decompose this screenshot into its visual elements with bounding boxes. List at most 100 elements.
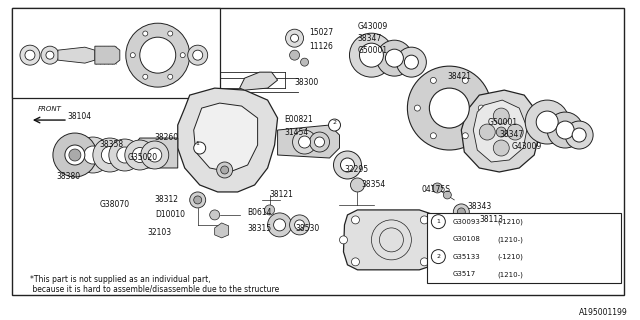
Text: 38260: 38260: [155, 133, 179, 142]
Circle shape: [125, 140, 155, 170]
Polygon shape: [178, 88, 278, 192]
Circle shape: [65, 145, 85, 165]
Polygon shape: [58, 47, 95, 63]
Text: 38380: 38380: [56, 172, 80, 181]
Circle shape: [217, 162, 233, 178]
Circle shape: [408, 66, 492, 150]
Circle shape: [140, 37, 176, 73]
Circle shape: [168, 31, 173, 36]
Polygon shape: [214, 223, 228, 238]
Text: G43009: G43009: [358, 22, 388, 31]
Circle shape: [117, 147, 133, 163]
Circle shape: [453, 204, 469, 220]
Circle shape: [376, 40, 412, 76]
Text: G35133: G35133: [452, 254, 480, 260]
Bar: [12, 8, 624, 295]
Text: G38070: G38070: [100, 200, 130, 209]
Circle shape: [328, 119, 340, 131]
Circle shape: [291, 34, 298, 42]
Text: (1210-): (1210-): [497, 236, 523, 243]
Circle shape: [385, 49, 403, 67]
Circle shape: [46, 51, 54, 59]
Circle shape: [458, 208, 465, 216]
Text: 38358: 38358: [100, 140, 124, 149]
Text: *This part is not supplied as an individual part,: *This part is not supplied as an individ…: [30, 275, 211, 284]
Circle shape: [285, 29, 303, 47]
Circle shape: [126, 23, 189, 87]
Circle shape: [496, 127, 506, 137]
Circle shape: [148, 148, 162, 162]
Circle shape: [292, 130, 317, 154]
Circle shape: [420, 258, 428, 266]
Circle shape: [221, 166, 228, 174]
Bar: [12, 8, 220, 98]
Circle shape: [168, 74, 173, 79]
Text: G30108: G30108: [452, 236, 480, 242]
Text: G43009: G43009: [511, 142, 541, 151]
Text: G35020: G35020: [128, 153, 158, 162]
Circle shape: [131, 53, 135, 58]
Text: B0614: B0614: [248, 208, 272, 217]
Text: 38347: 38347: [358, 34, 381, 43]
Circle shape: [41, 46, 59, 64]
Circle shape: [349, 33, 394, 77]
Circle shape: [194, 142, 205, 154]
Circle shape: [53, 133, 97, 177]
Circle shape: [433, 183, 442, 193]
Text: G50001: G50001: [487, 118, 517, 127]
Text: 32103: 32103: [148, 228, 172, 237]
Circle shape: [189, 192, 205, 208]
Circle shape: [404, 55, 419, 69]
Circle shape: [536, 111, 558, 133]
Text: 2: 2: [333, 120, 337, 124]
Text: 15027: 15027: [310, 28, 333, 37]
Circle shape: [339, 236, 348, 244]
Circle shape: [565, 121, 593, 149]
Text: 38104: 38104: [68, 112, 92, 121]
Circle shape: [431, 250, 445, 264]
Circle shape: [360, 43, 383, 67]
Circle shape: [210, 210, 220, 220]
Text: G3517: G3517: [452, 271, 476, 277]
Text: 04175S: 04175S: [421, 185, 451, 194]
Circle shape: [556, 121, 574, 139]
Text: (-1210): (-1210): [497, 254, 523, 260]
Circle shape: [84, 146, 102, 164]
Circle shape: [420, 216, 428, 224]
Circle shape: [462, 133, 468, 139]
Circle shape: [289, 50, 300, 60]
Circle shape: [429, 88, 469, 128]
Circle shape: [69, 149, 81, 161]
Circle shape: [435, 236, 444, 244]
Text: 1: 1: [436, 219, 440, 224]
Circle shape: [25, 50, 35, 60]
Circle shape: [268, 213, 292, 237]
Polygon shape: [239, 72, 278, 90]
Polygon shape: [474, 100, 527, 162]
Circle shape: [493, 140, 509, 156]
Circle shape: [493, 108, 509, 124]
Text: E00821: E00821: [285, 115, 314, 124]
Circle shape: [444, 191, 451, 199]
Circle shape: [143, 74, 148, 79]
Circle shape: [351, 216, 360, 224]
Bar: [428, 213, 621, 283]
Circle shape: [101, 147, 118, 164]
Text: A195001199: A195001199: [579, 308, 628, 317]
Circle shape: [294, 220, 305, 230]
Text: 38300: 38300: [294, 78, 319, 87]
Circle shape: [351, 178, 364, 192]
Text: 2: 2: [436, 254, 440, 259]
Text: 38113: 38113: [479, 215, 503, 224]
Polygon shape: [194, 103, 258, 172]
Circle shape: [298, 136, 310, 148]
Text: 38421: 38421: [447, 72, 471, 81]
Circle shape: [273, 219, 285, 231]
Circle shape: [414, 105, 420, 111]
Circle shape: [188, 45, 208, 65]
Circle shape: [396, 47, 426, 77]
Text: 32295: 32295: [344, 165, 369, 174]
Circle shape: [525, 100, 569, 144]
Circle shape: [340, 158, 355, 172]
Circle shape: [75, 137, 111, 173]
